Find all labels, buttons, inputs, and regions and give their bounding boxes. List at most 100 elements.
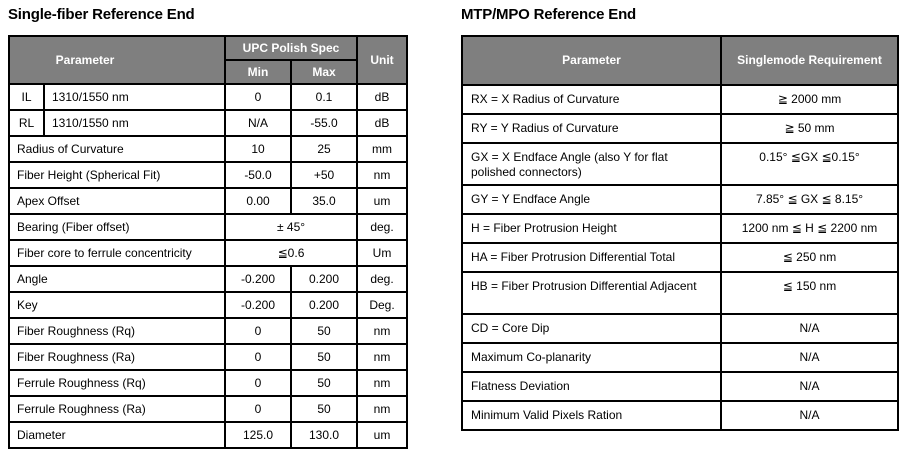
requirement-cell: N/A [720,313,899,344]
param-cell: Fiber core to ferrule concentricity [8,239,226,267]
param-cell: 1310/1550 nm [43,83,226,111]
requirement-cell: ≧ 50 mm [720,113,899,144]
table-row: HB = Fiber Protrusion Differential Adjac… [461,271,899,315]
unit-cell: dB [356,83,409,111]
unit-cell: nm [356,343,409,371]
param-cell: GY = Y Endface Angle [461,184,722,215]
requirement-cell: N/A [720,371,899,402]
min-cell: 0.00 [224,187,292,215]
table-row: IL 1310/1550 nm 0 0.1 dB [8,83,409,111]
max-cell: 0.200 [289,265,359,293]
table-row: Flatness Deviation N/A [461,371,899,402]
param-prefix-cell: IL [8,83,45,111]
requirement-cell: ≧ 2000 mm [720,84,899,115]
mtp-mpo-table: Parameter Singlemode Requirement RX = X … [461,35,899,431]
param-cell: HB = Fiber Protrusion Differential Adjac… [461,271,722,315]
table-row: Minimum Valid Pixels Ration N/A [461,400,899,431]
min-cell: -0.200 [224,291,292,319]
table-row: Maximum Co-planarity N/A [461,342,899,373]
single-fiber-table: Parameter UPC Polish Spec Unit Min Max I… [8,35,409,449]
requirement-cell: N/A [720,400,899,431]
column-header-upc-polish-spec: UPC Polish Spec [223,35,359,61]
max-cell: 130.0 [289,421,359,449]
param-cell: CD = Core Dip [461,313,722,344]
param-cell: HA = Fiber Protrusion Differential Total [461,242,722,273]
param-prefix-cell: RL [8,109,45,137]
mtp-mpo-title: MTP/MPO Reference End [461,6,637,23]
param-cell: Angle [8,265,226,293]
table-header-row: Parameter UPC Polish Spec Unit [8,35,409,85]
table-row: GX = X Endface Angle (also Y for flat po… [461,142,899,186]
table-row: RX = X Radius of Curvature ≧ 2000 mm [461,84,899,115]
table-row: Fiber core to ferrule concentricity ≦0.6… [8,239,409,267]
param-cell: Ferrule Roughness (Rq) [8,369,226,397]
param-cell: Key [8,291,226,319]
min-cell: -50.0 [224,161,292,189]
min-cell: 0 [224,343,292,371]
column-header-parameter: Parameter [8,35,226,85]
column-header-min: Min [224,59,292,85]
min-cell: 0 [224,317,292,345]
unit-cell: nm [356,317,409,345]
min-cell: N/A [224,109,292,137]
max-cell: +50 [289,161,359,189]
max-cell: 35.0 [289,187,359,215]
max-cell: 0.1 [289,83,359,111]
table-subheader-row: Min Max [9,59,407,85]
column-header-singlemode-requirement: Singlemode Requirement [720,35,899,86]
max-cell: 50 [289,317,359,345]
table-row: H = Fiber Protrusion Height 1200 nm ≦ H … [461,213,899,244]
min-cell: 10 [224,135,292,163]
param-cell: Maximum Co-planarity [461,342,722,373]
param-cell: RY = Y Radius of Curvature [461,113,722,144]
column-header-max: Max [289,59,359,85]
max-cell: 0.200 [289,291,359,319]
merged-value-cell: ≦0.6 [223,239,359,267]
unit-cell: deg. [356,213,409,241]
table-row: HA = Fiber Protrusion Differential Total… [461,242,899,273]
unit-cell: dB [356,109,409,137]
requirement-cell: 0.15° ≦GX ≦0.15° [720,142,899,186]
param-cell: Radius of Curvature [8,135,226,163]
table-row: Diameter 125.0 130.0 um [8,421,409,449]
table-header-row: Parameter Singlemode Requirement [461,35,899,86]
param-cell: Apex Offset [8,187,226,215]
column-header-unit: Unit [356,35,409,85]
table-row: Bearing (Fiber offset) ± 45° deg. [8,213,409,241]
min-cell: 0 [224,369,292,397]
table-row: Ferrule Roughness (Rq) 0 50 nm [8,369,409,397]
table-row: CD = Core Dip N/A [461,313,899,344]
requirement-cell: ≦ 150 nm [720,271,899,315]
unit-cell: Um [356,239,409,267]
unit-cell: nm [356,369,409,397]
param-cell: 1310/1550 nm [43,109,226,137]
requirement-cell: 1200 nm ≦ H ≦ 2200 nm [720,213,899,244]
param-cell: Flatness Deviation [461,371,722,402]
max-cell: 50 [289,395,359,423]
requirement-cell: 7.85° ≦ GX ≦ 8.15° [720,184,899,215]
min-cell: 125.0 [224,421,292,449]
table-row: RL 1310/1550 nm N/A -55.0 dB [8,109,409,137]
merged-value-cell: ± 45° [223,213,359,241]
table-row: Apex Offset 0.00 35.0 um [8,187,409,215]
max-cell: 50 [289,369,359,397]
requirement-cell: ≦ 250 nm [720,242,899,273]
unit-cell: Deg. [356,291,409,319]
param-cell: RX = X Radius of Curvature [461,84,722,115]
table-row: Key -0.200 0.200 Deg. [8,291,409,319]
table-row: RY = Y Radius of Curvature ≧ 50 mm [461,113,899,144]
table-row: Fiber Height (Spherical Fit) -50.0 +50 n… [8,161,409,189]
single-fiber-title: Single-fiber Reference End [8,6,195,23]
unit-cell: nm [356,161,409,189]
table-row: GY = Y Endface Angle 7.85° ≦ GX ≦ 8.15° [461,184,899,215]
param-cell: Ferrule Roughness (Ra) [8,395,226,423]
param-cell: GX = X Endface Angle (also Y for flat po… [461,142,722,186]
table-row: Fiber Roughness (Ra) 0 50 nm [8,343,409,371]
param-cell: Fiber Height (Spherical Fit) [8,161,226,189]
requirement-cell: N/A [720,342,899,373]
column-header-parameter: Parameter [461,35,722,86]
param-cell: H = Fiber Protrusion Height [461,213,722,244]
min-cell: 0 [224,83,292,111]
param-cell: Minimum Valid Pixels Ration [461,400,722,431]
